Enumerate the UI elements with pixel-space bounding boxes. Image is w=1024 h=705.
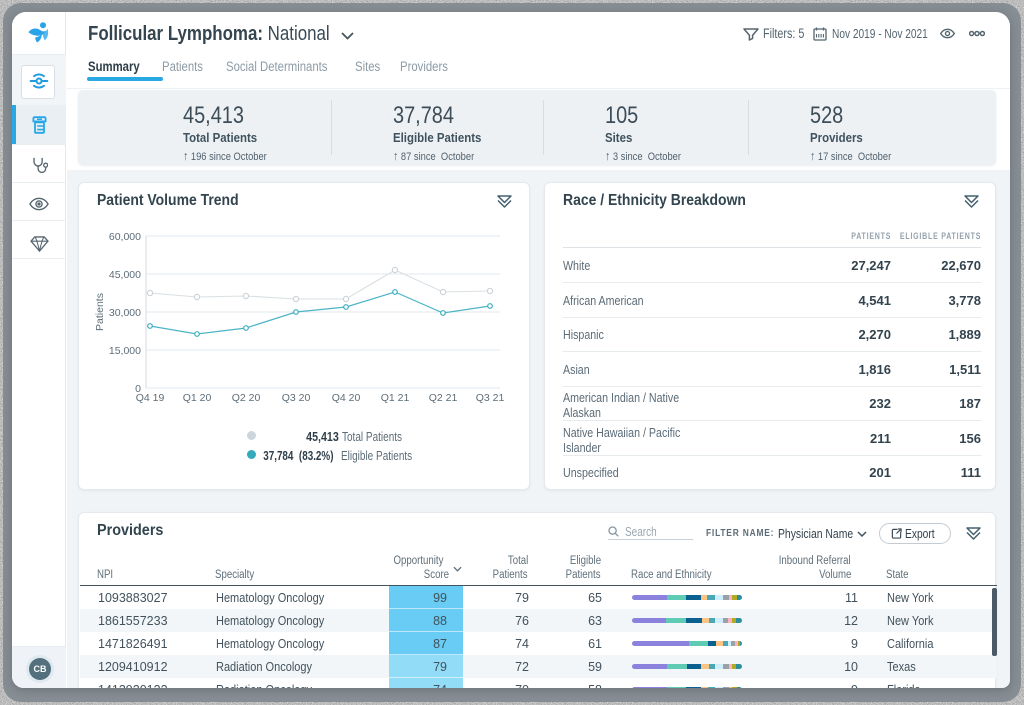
svg-text:Q4 20: Q4 20 xyxy=(332,392,361,404)
svg-text:Patients: Patients xyxy=(94,293,106,331)
svg-text:Q1 21: Q1 21 xyxy=(381,392,410,404)
svg-text:15,000: 15,000 xyxy=(109,345,141,357)
svg-text:60,000: 60,000 xyxy=(109,231,141,243)
svg-text:Q3 21: Q3 21 xyxy=(476,392,505,404)
svg-text:Q2 20: Q2 20 xyxy=(232,392,261,404)
svg-text:Q2 21: Q2 21 xyxy=(429,392,458,404)
svg-text:Q4 19: Q4 19 xyxy=(136,392,165,404)
svg-text:45,000: 45,000 xyxy=(109,269,141,281)
svg-text:Q3 20: Q3 20 xyxy=(282,392,311,404)
svg-text:Q1 20: Q1 20 xyxy=(183,392,212,404)
svg-text:0: 0 xyxy=(135,383,141,395)
svg-text:30,000: 30,000 xyxy=(109,307,141,319)
